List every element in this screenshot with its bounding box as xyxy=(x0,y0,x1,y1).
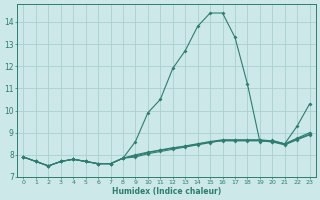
X-axis label: Humidex (Indice chaleur): Humidex (Indice chaleur) xyxy=(112,187,221,196)
